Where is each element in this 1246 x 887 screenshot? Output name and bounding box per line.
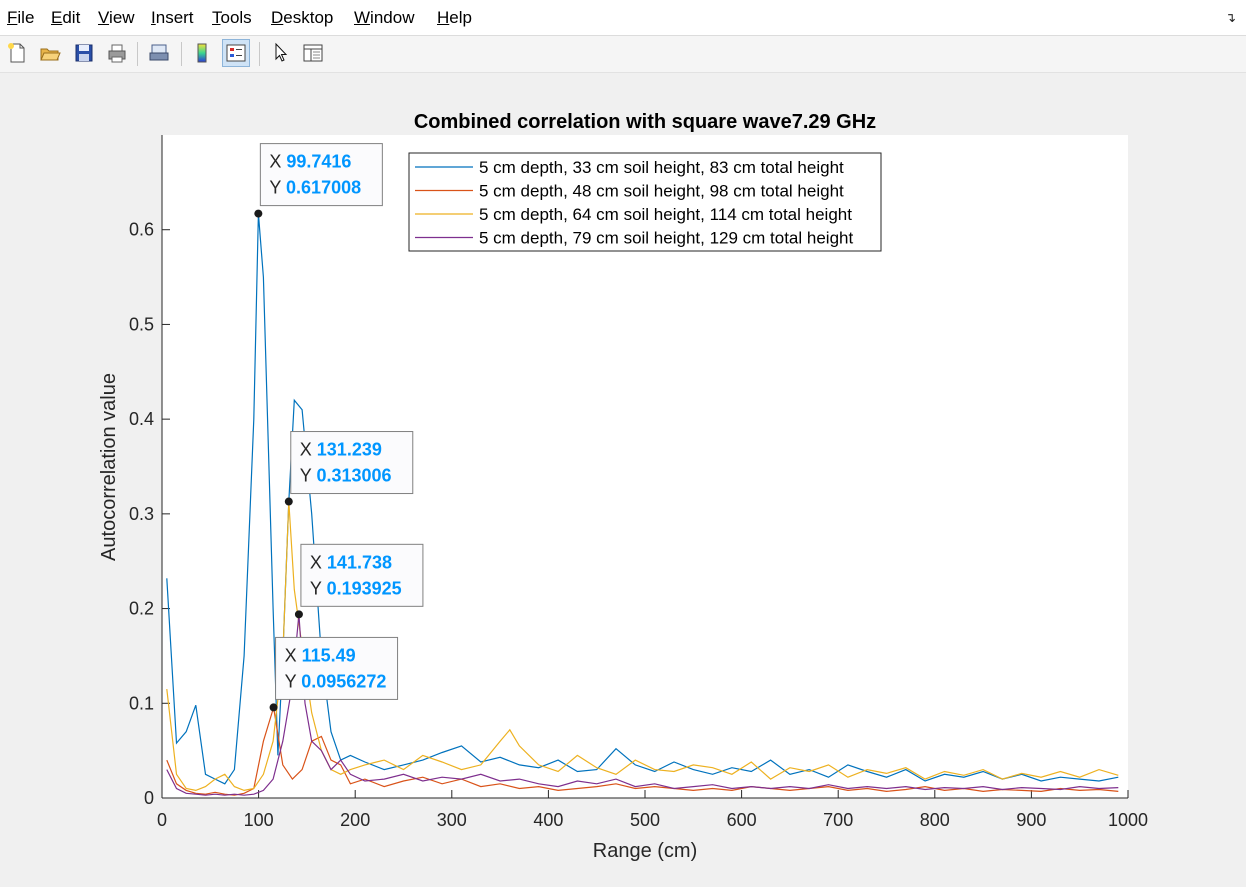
y-tick-label: 0.5 <box>129 314 154 334</box>
x-axis-label: Range (cm) <box>593 840 697 862</box>
y-tick-label: 0.1 <box>129 693 154 713</box>
datatip-y-label: Y 0.313006 <box>300 466 392 486</box>
x-tick-label: 1000 <box>1108 810 1148 830</box>
datatip-x-label: X 99.7416 <box>269 152 351 172</box>
print-preview-icon[interactable] <box>145 39 173 67</box>
x-tick-label: 600 <box>727 810 757 830</box>
y-tick-label: 0.6 <box>129 220 154 240</box>
menu-desktop[interactable]: Desktop <box>271 8 334 27</box>
menu-insert[interactable]: Insert <box>151 8 194 27</box>
open-file-icon[interactable] <box>36 39 64 67</box>
select-pointer-icon[interactable] <box>266 39 294 67</box>
menu-window[interactable]: Window <box>354 8 415 27</box>
legend-box <box>408 152 882 252</box>
datatip[interactable]: X 115.49 Y 0.0956272 <box>269 636 399 712</box>
legend-entry: 5 cm depth, 79 cm soil height, 129 cm to… <box>479 229 853 248</box>
colorbar-icon[interactable] <box>188 39 216 67</box>
x-tick-label: 400 <box>533 810 563 830</box>
datatip-box <box>300 543 424 607</box>
series-line-3[interactable] <box>166 501 1119 792</box>
y-tick-label: 0.2 <box>129 599 154 619</box>
datatip-box <box>259 143 383 207</box>
legend[interactable]: 5 cm depth, 33 cm soil height, 83 cm tot… <box>408 152 882 252</box>
datatip-y-label: Y 0.617008 <box>269 178 361 198</box>
save-icon[interactable] <box>70 39 98 67</box>
datatip[interactable]: X 99.7416 Y 0.617008 <box>254 143 383 218</box>
datatip[interactable]: X 141.738 Y 0.193925 <box>294 543 424 619</box>
datatip-x-label: X 141.738 <box>310 552 392 572</box>
legend-icon[interactable] <box>222 39 250 67</box>
datatip-x-label: X 131.239 <box>300 440 382 460</box>
menu-tools[interactable]: Tools <box>212 8 252 27</box>
datatip-x-label: X 115.49 <box>285 645 356 665</box>
chart-title: Combined correlation with square wave7.2… <box>414 111 876 133</box>
x-tick-label: 700 <box>823 810 853 830</box>
series-line-2[interactable] <box>166 707 1119 796</box>
datatip-y-label: Y 0.0956272 <box>285 671 387 691</box>
undock-icon[interactable]: ↴ <box>1225 10 1236 25</box>
y-tick-label: 0.4 <box>129 409 154 429</box>
menu-view[interactable]: View <box>98 8 135 27</box>
new-figure-icon[interactable] <box>3 39 31 67</box>
datatip-marker[interactable] <box>254 209 263 218</box>
datatip-marker[interactable] <box>269 703 278 712</box>
series-line-4[interactable] <box>166 614 1119 796</box>
x-tick-label: 200 <box>340 810 370 830</box>
x-tick-label: 100 <box>244 810 274 830</box>
x-tick-label: 300 <box>437 810 467 830</box>
series-line-1[interactable] <box>166 213 1119 785</box>
y-tick-label: 0.3 <box>129 504 154 524</box>
toolbar <box>0 36 1246 73</box>
x-tick-label: 500 <box>630 810 660 830</box>
menu-bar: ↴ File Edit View Insert Tools Desktop Window He… <box>0 0 1246 36</box>
property-inspector-icon[interactable] <box>299 39 327 67</box>
datatip[interactable]: X 131.239 Y 0.313006 <box>284 431 414 506</box>
menu-file[interactable]: File <box>7 8 35 27</box>
x-tick-label: 800 <box>920 810 950 830</box>
legend-entry: 5 cm depth, 64 cm soil height, 114 cm to… <box>479 205 852 224</box>
x-tick-label: 900 <box>1016 810 1046 830</box>
datatip-marker[interactable] <box>284 497 293 506</box>
print-icon[interactable] <box>103 39 131 67</box>
x-tick-label: 0 <box>157 810 167 830</box>
y-tick-label: 0 <box>144 788 154 808</box>
menu-edit[interactable]: Edit <box>51 8 81 27</box>
y-axis-label: Autocorrelation value <box>98 373 120 561</box>
menu-help[interactable]: Help <box>437 8 472 27</box>
legend-entry: 5 cm depth, 33 cm soil height, 83 cm tot… <box>479 158 844 177</box>
datatip-y-label: Y 0.193925 <box>310 578 402 598</box>
datatip-box <box>275 636 399 700</box>
legend-entry: 5 cm depth, 48 cm soil height, 98 cm tot… <box>479 182 844 201</box>
datatip-box <box>290 431 414 495</box>
datatip-marker[interactable] <box>294 610 303 619</box>
